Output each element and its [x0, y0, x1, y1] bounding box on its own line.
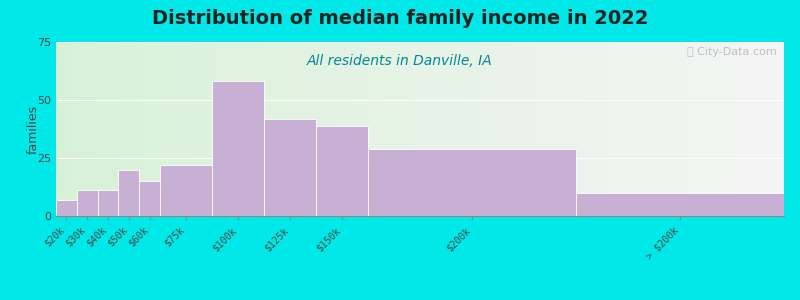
Text: All residents in Danville, IA: All residents in Danville, IA	[307, 54, 493, 68]
Bar	[576, 193, 784, 216]
Bar	[77, 190, 98, 216]
Bar	[139, 181, 160, 216]
Bar	[368, 149, 576, 216]
Text: ⓘ City-Data.com: ⓘ City-Data.com	[687, 47, 777, 57]
Bar	[118, 169, 139, 216]
Bar	[264, 118, 316, 216]
Bar	[98, 190, 118, 216]
Bar	[316, 125, 368, 216]
Bar	[212, 81, 264, 216]
Bar	[56, 200, 77, 216]
Text: Distribution of median family income in 2022: Distribution of median family income in …	[152, 9, 648, 28]
Y-axis label: families: families	[26, 104, 39, 154]
Bar	[160, 165, 212, 216]
